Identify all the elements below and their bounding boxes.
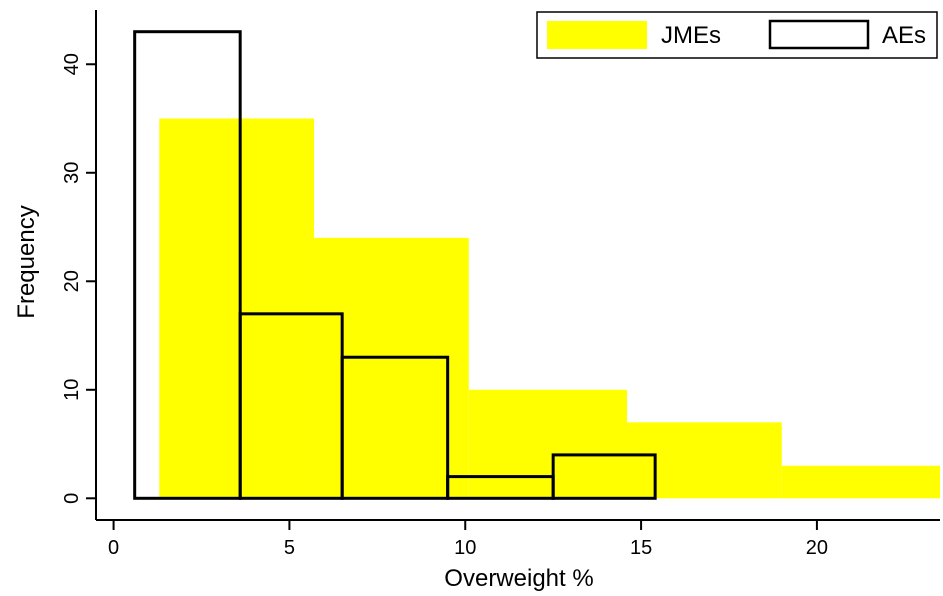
y-tick-label: 20: [61, 270, 83, 292]
axes: 0 5 10 15 20 0 10 20 30 40: [61, 10, 940, 559]
legend: JMEs AEs: [536, 11, 938, 59]
jme-bar-4: [781, 465, 940, 499]
legend-swatch-jmes: [547, 21, 647, 49]
y-tick-label: 40: [61, 53, 83, 75]
jme-bar-0: [159, 118, 315, 499]
x-tick-label: 15: [630, 537, 652, 559]
ae-bar-0: [133, 30, 242, 500]
y-axis-title: Frequency: [13, 205, 40, 318]
jme-bars: [159, 118, 940, 499]
y-tick-label: 0: [61, 493, 83, 504]
y-tick-label: 30: [61, 162, 83, 184]
x-tick-label: 5: [284, 537, 295, 559]
x-tick-label: 20: [806, 537, 828, 559]
y-tick-label: 10: [61, 379, 83, 401]
ae-bar-2: [340, 355, 450, 500]
legend-swatch-aes: [768, 19, 870, 50]
legend-label-aes: AEs: [882, 22, 926, 49]
jme-bar-3: [627, 422, 782, 499]
jme-bar-1: [314, 237, 469, 499]
x-tick-label: 0: [108, 537, 119, 559]
ae-bar-4: [551, 453, 657, 500]
x-axis-title: Overweight %: [444, 565, 593, 592]
legend-label-jmes: JMEs: [661, 22, 721, 49]
x-tick-label: 10: [454, 537, 476, 559]
ae-bars: [133, 30, 657, 500]
jme-bar-2: [468, 389, 628, 499]
